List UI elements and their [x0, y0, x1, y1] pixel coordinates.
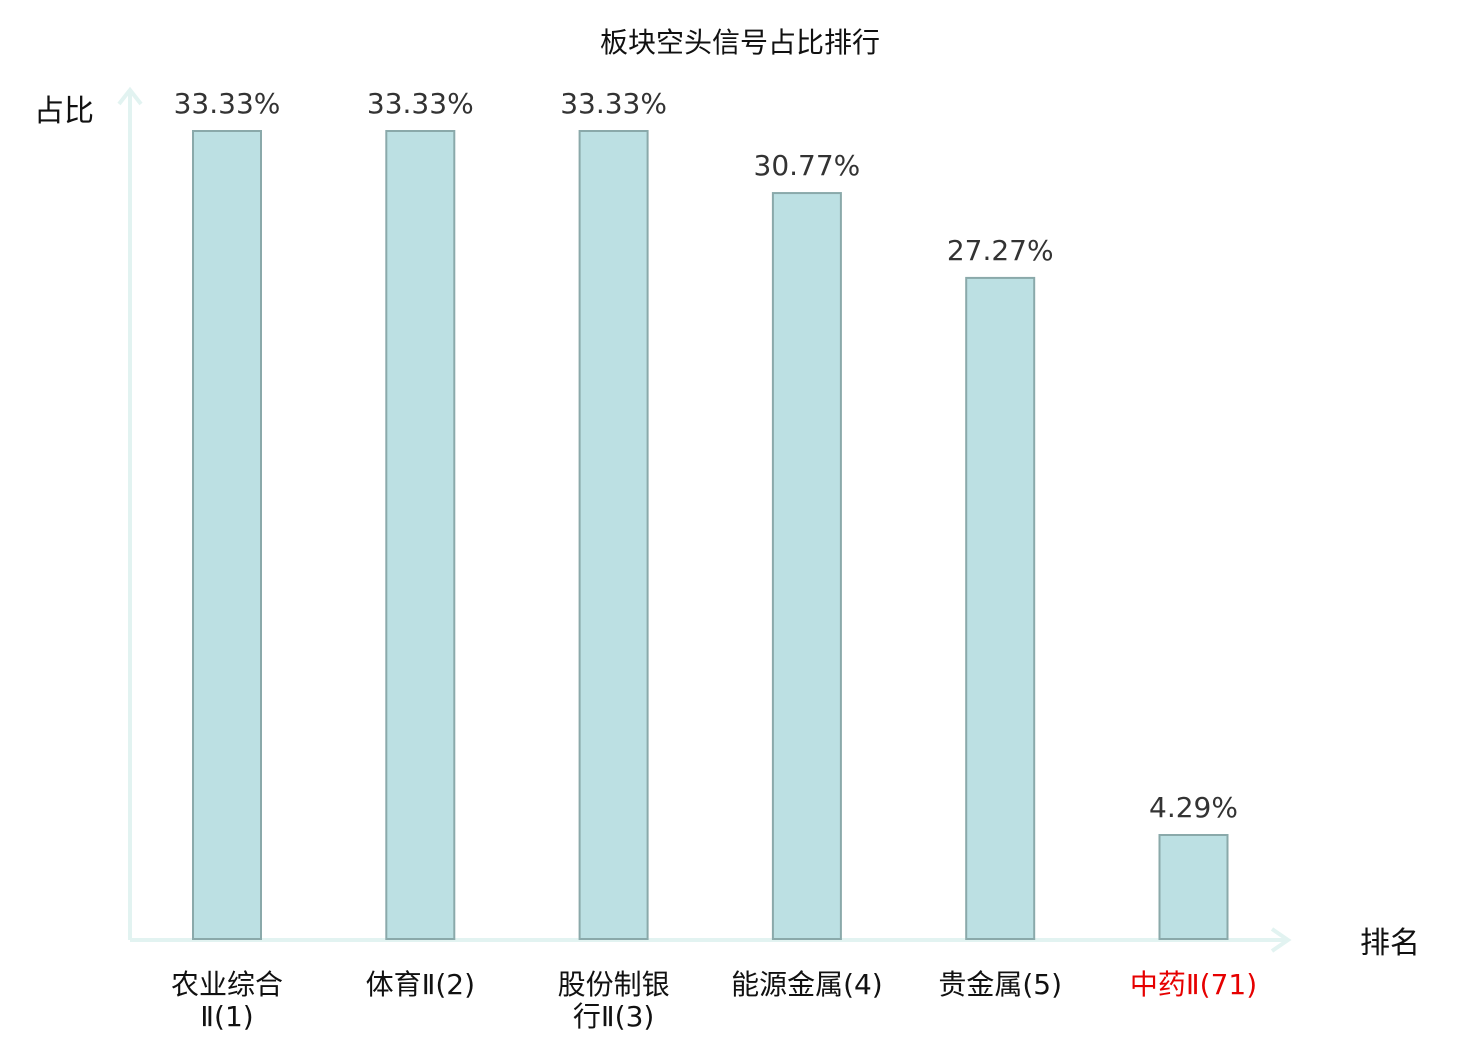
bar: [1158, 834, 1229, 940]
bar: [965, 276, 1036, 940]
bar-value-label: 4.29%: [1149, 791, 1238, 824]
bar: [192, 130, 262, 940]
bar-series: 33.33% 农业综合 Ⅱ(1) 33.33% 体育Ⅱ(2) 33.33% 股份制银行Ⅱ(3…: [171, 87, 1257, 1033]
x-tick-label: 体育Ⅱ(2): [366, 968, 475, 1001]
x-tick-label: 股份制银行Ⅱ(3): [558, 968, 670, 1033]
x-axis-label: 排名: [1360, 926, 1420, 961]
x-tick-label: 中药Ⅱ(71): [1130, 968, 1257, 1001]
bar: [385, 130, 456, 940]
bar-value-label: 33.33%: [560, 87, 667, 120]
x-tick-label: 贵金属(5): [938, 968, 1062, 1001]
x-tick-label-line: 农业综合: [171, 968, 283, 1001]
bar-value-label: 33.33%: [174, 87, 281, 120]
x-tick-label-line: 行Ⅱ(3): [573, 1000, 654, 1033]
x-axis-arrow-icon: [1270, 927, 1292, 953]
x-tick-label-line: 中药Ⅱ(71): [1130, 968, 1257, 1001]
x-tick-label-line: 体育Ⅱ(2): [366, 968, 475, 1001]
x-tick-label-line: 股份制银: [558, 968, 670, 1001]
bar: [578, 130, 649, 940]
x-tick-label-line: 能源金属(4): [731, 968, 883, 1001]
bar-value-label: 30.77%: [754, 149, 861, 182]
x-tick-label-line: 贵金属(5): [938, 968, 1062, 1001]
bar-value-label: 33.33%: [367, 87, 474, 120]
x-tick-label: 能源金属(4): [731, 968, 883, 1001]
x-tick-label: 农业综合 Ⅱ(1): [171, 968, 283, 1033]
bar: [771, 192, 842, 940]
x-tick-label-line: Ⅱ(1): [200, 1000, 253, 1033]
bar-value-label: 27.27%: [947, 234, 1054, 267]
y-axis-arrow-icon: [117, 86, 143, 106]
y-axis-label: 占比: [34, 94, 94, 129]
chart-title: 板块空头信号占比排行: [600, 26, 880, 59]
